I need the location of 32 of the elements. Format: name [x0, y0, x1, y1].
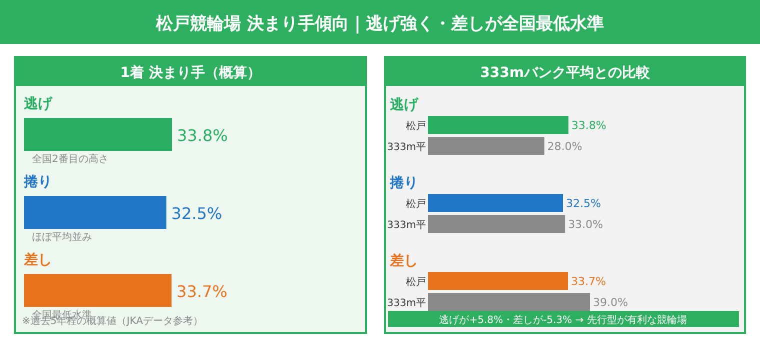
text: 松戸 — [406, 277, 426, 288]
data-label: 33.7% — [176, 282, 228, 301]
chart-subtitle: 1着 決まり手（概算） — [120, 64, 261, 81]
bar — [428, 116, 568, 134]
annotation: 全国2番目の高さ — [32, 153, 108, 165]
y-tick-label: 捲り — [23, 174, 52, 190]
data-label: 39.0% — [593, 296, 628, 309]
bar — [428, 215, 566, 233]
data-label: 32.5% — [566, 197, 601, 210]
y-tick-label: 差し — [389, 253, 418, 269]
text: 松戸競輪場 決まり手傾向｜逃げ強く・差しが全国最低水準 — [155, 14, 604, 34]
y-tick-label: 逃げ — [23, 96, 53, 112]
bar — [428, 194, 563, 212]
data-label: 33.7% — [570, 275, 606, 288]
y-tick-label: 捲り — [389, 175, 418, 191]
y-tick-label: 差し — [23, 252, 52, 268]
bar — [428, 272, 568, 290]
series-label: 松戸 — [406, 120, 426, 132]
text: 333m平 — [387, 298, 426, 309]
y-tick-label: 逃げ — [389, 97, 419, 113]
series-label: 333m平 — [387, 142, 426, 153]
annotation: 逃げが+5.8%・差しが-5.3% → 先行型が有利な競輪場 — [439, 314, 687, 326]
data-label: 28.0% — [547, 140, 582, 153]
data-label: 32.5% — [171, 204, 222, 223]
annotation: ほぼ平均並み — [32, 231, 92, 243]
text: 333m平 — [387, 220, 426, 231]
text: 松戸 — [406, 199, 426, 210]
chart-title: 333mバンク平均との比較 — [480, 65, 651, 81]
data-label: 33.8% — [571, 119, 606, 132]
bar — [428, 137, 544, 155]
data-label: 33.0% — [568, 218, 604, 231]
data-label: 33.8% — [177, 126, 228, 145]
